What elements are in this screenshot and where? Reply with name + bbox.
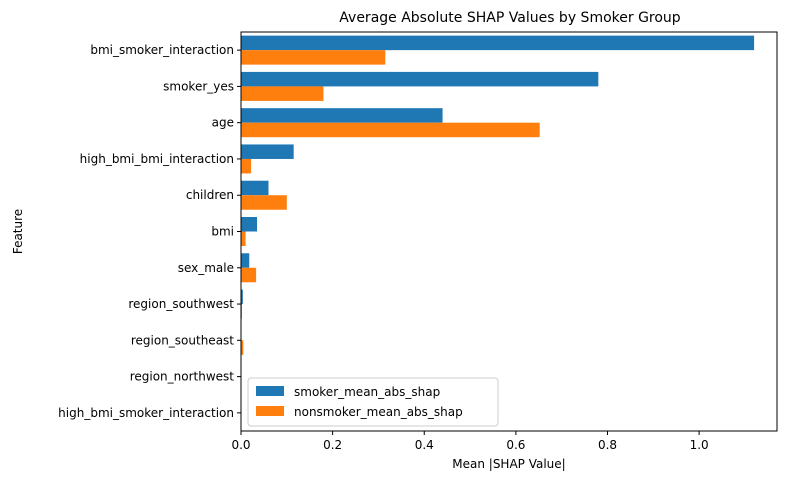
x-axis-ticks: 0.0 0.2 0.4 0.6 0.8 1.0 (231, 431, 709, 452)
bar-nonsmoker_mean_abs_shap-smoker_yes (241, 86, 324, 101)
x-tick-label: 0.8 (598, 438, 617, 452)
x-tick-label: 1.0 (690, 438, 709, 452)
legend-swatch-smoker_mean_abs_shap (256, 386, 284, 396)
bar-smoker_mean_abs_shap-high_bmi_bmi_interaction (241, 144, 294, 159)
bar-smoker_mean_abs_shap-sex_male (241, 253, 250, 268)
bar-smoker_mean_abs_shap-smoker_yes (241, 71, 599, 87)
y-tick-label: bmi_smoker_interaction (90, 43, 234, 57)
bar-smoker_mean_abs_shap-region_southwest (241, 289, 243, 305)
legend-box (247, 377, 499, 427)
plot-frame (240, 31, 778, 432)
legend: smoker_mean_abs_shap nonsmoker_mean_abs_s… (247, 377, 499, 427)
x-tick-label: 0.0 (231, 438, 250, 452)
bar-nonsmoker_mean_abs_shap-children (241, 195, 287, 210)
y-tick-label: high_bmi_bmi_interaction (80, 152, 234, 166)
bar-nonsmoker_mean_abs_shap-high_bmi_bmi_interaction (241, 158, 252, 174)
bar-nonsmoker_mean_abs_shap-sex_male (241, 267, 257, 283)
bars-group (241, 35, 755, 377)
bar-smoker_mean_abs_shap-age (241, 108, 443, 123)
legend-swatch-nonsmoker_mean_abs_shap (256, 406, 284, 416)
x-axis-label: Mean |SHAP Value| (452, 457, 565, 471)
bar-nonsmoker_mean_abs_shap-bmi (241, 231, 246, 247)
y-axis-label: Feature (11, 209, 25, 254)
y-tick-label: high_bmi_smoker_interaction (58, 406, 234, 420)
chart-title: Average Absolute SHAP Values by Smoker G… (339, 10, 681, 26)
y-tick-label: smoker_yes (163, 79, 234, 93)
bar-smoker_mean_abs_shap-bmi_smoker_interaction (241, 35, 755, 51)
legend-label-nonsmoker_mean_abs_shap: nonsmoker_mean_abs_shap (294, 405, 463, 419)
y-tick-label: sex_male (178, 261, 234, 275)
x-tick-label: 0.4 (415, 438, 434, 452)
legend-label-smoker_mean_abs_shap: smoker_mean_abs_shap (294, 385, 440, 399)
x-tick-label: 0.6 (506, 438, 525, 452)
y-tick-label: bmi (211, 225, 234, 239)
bar-nonsmoker_mean_abs_shap-region_southeast (241, 340, 244, 355)
bar-nonsmoker_mean_abs_shap-age (241, 122, 540, 138)
y-tick-label: age (212, 116, 234, 130)
y-tick-label: region_northwest (130, 370, 235, 384)
bar-smoker_mean_abs_shap-bmi (241, 216, 258, 232)
x-tick-label: 0.2 (323, 438, 342, 452)
bar-nonsmoker_mean_abs_shap-bmi_smoker_interaction (241, 50, 386, 65)
y-tick-label: region_southwest (128, 297, 234, 311)
y-tick-label: children (186, 188, 234, 202)
bar-smoker_mean_abs_shap-children (241, 180, 269, 196)
y-tick-label: region_southeast (131, 333, 234, 347)
